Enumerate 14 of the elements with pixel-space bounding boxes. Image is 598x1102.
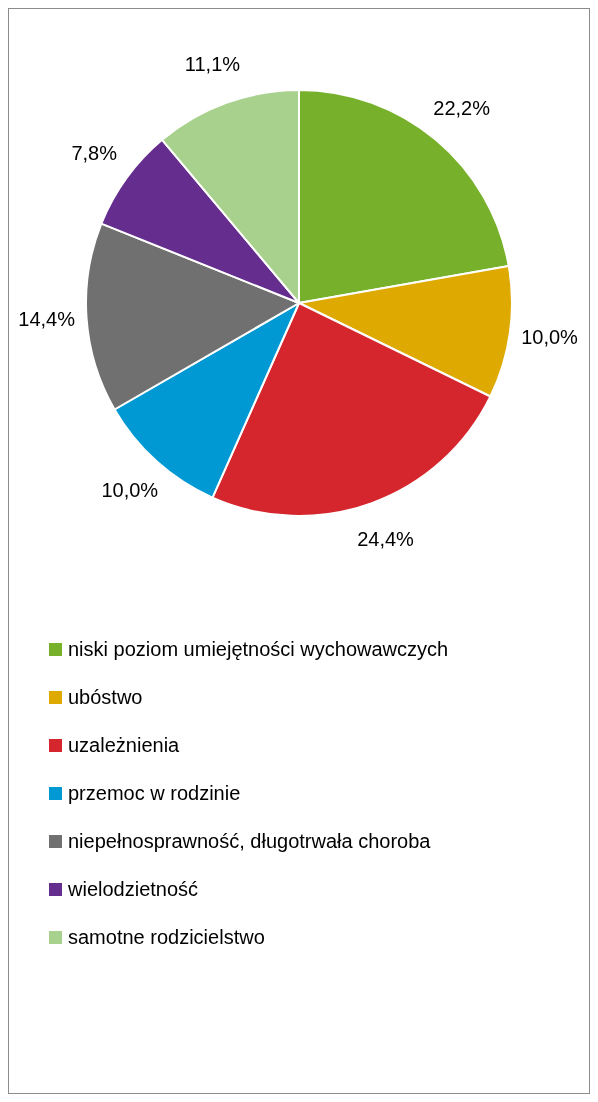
- legend-label: przemoc w rodzinie: [68, 781, 241, 805]
- data-label: 10,0%: [521, 325, 579, 348]
- legend-label: ubóstwo: [68, 685, 143, 709]
- legend-label: wielodzietność: [68, 877, 199, 901]
- data-label: 24,4%: [357, 528, 415, 551]
- data-label: 22,2%: [433, 96, 491, 119]
- data-label: 10,0%: [101, 478, 159, 501]
- data-label: 14,4%: [18, 308, 76, 331]
- data-label: 7,8%: [71, 142, 118, 164]
- legend-label: niski poziom umiejętności wychowawczych: [68, 637, 449, 661]
- legend-label: samotne rodzicielstwo: [68, 925, 265, 949]
- legend-label: niepełnosprawność, długotrwała choroba: [68, 829, 431, 853]
- data-label: 11,1%: [184, 52, 241, 75]
- legend-label: uzależnienia: [68, 733, 180, 757]
